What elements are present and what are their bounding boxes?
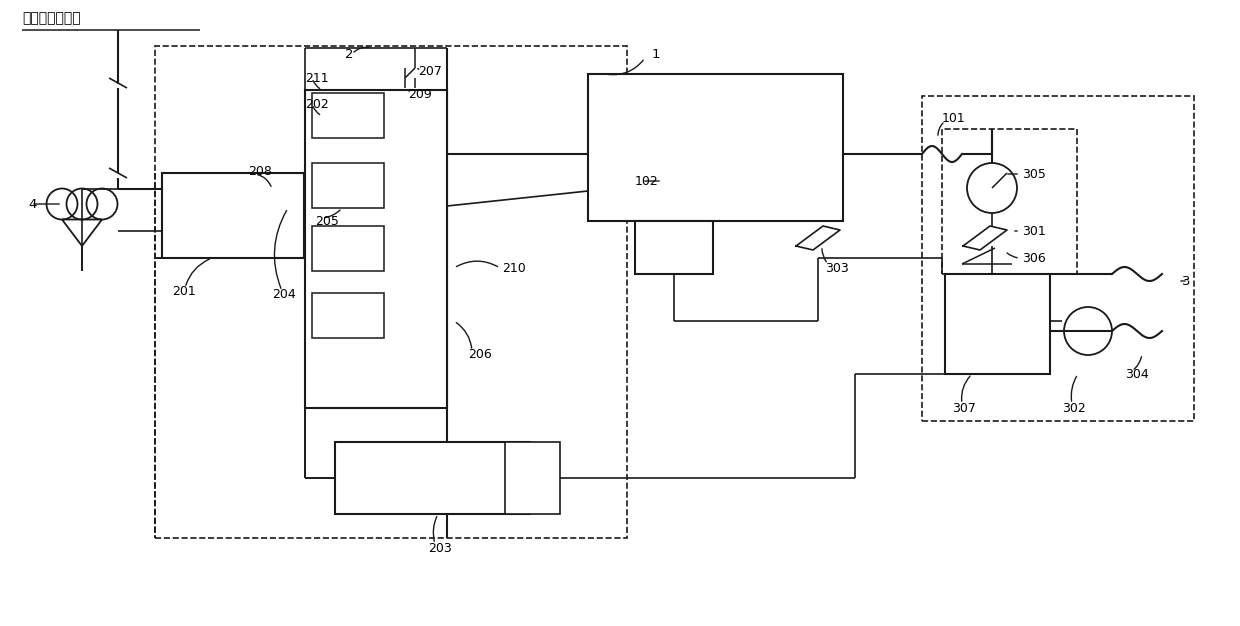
Text: 301: 301 <box>1022 225 1045 237</box>
Bar <box>312 293 384 338</box>
Text: 305: 305 <box>1022 168 1045 180</box>
Text: 1: 1 <box>652 48 661 61</box>
Bar <box>162 173 304 258</box>
Text: 303: 303 <box>825 262 848 274</box>
Text: 206: 206 <box>467 347 492 361</box>
Text: 209: 209 <box>408 88 432 101</box>
Text: 205: 205 <box>315 215 339 227</box>
Text: 306: 306 <box>1022 252 1045 265</box>
Bar <box>588 74 843 221</box>
Bar <box>312 226 384 271</box>
Text: 210: 210 <box>502 262 526 274</box>
Bar <box>155 46 627 538</box>
Text: 101: 101 <box>942 111 966 125</box>
Text: 307: 307 <box>952 401 976 414</box>
Text: 304: 304 <box>1125 367 1148 381</box>
Text: 2: 2 <box>345 48 353 61</box>
Bar <box>923 96 1194 421</box>
Text: 202: 202 <box>305 98 329 111</box>
Text: 升压站高压母线: 升压站高压母线 <box>22 11 81 25</box>
Text: 211: 211 <box>305 71 329 85</box>
Bar <box>335 442 529 514</box>
Text: 208: 208 <box>248 165 272 178</box>
Bar <box>312 93 384 138</box>
Bar <box>505 442 560 514</box>
Text: 302: 302 <box>1061 401 1086 414</box>
Bar <box>945 274 1050 374</box>
Text: 207: 207 <box>418 64 441 78</box>
Bar <box>312 163 384 208</box>
Bar <box>635 221 713 274</box>
Text: 201: 201 <box>172 284 196 297</box>
Text: 102: 102 <box>635 175 658 188</box>
Bar <box>305 90 446 408</box>
Text: 4: 4 <box>29 197 36 210</box>
Text: 3: 3 <box>1182 274 1190 287</box>
Bar <box>942 129 1078 274</box>
Text: 203: 203 <box>428 541 451 555</box>
Text: 204: 204 <box>272 287 296 300</box>
